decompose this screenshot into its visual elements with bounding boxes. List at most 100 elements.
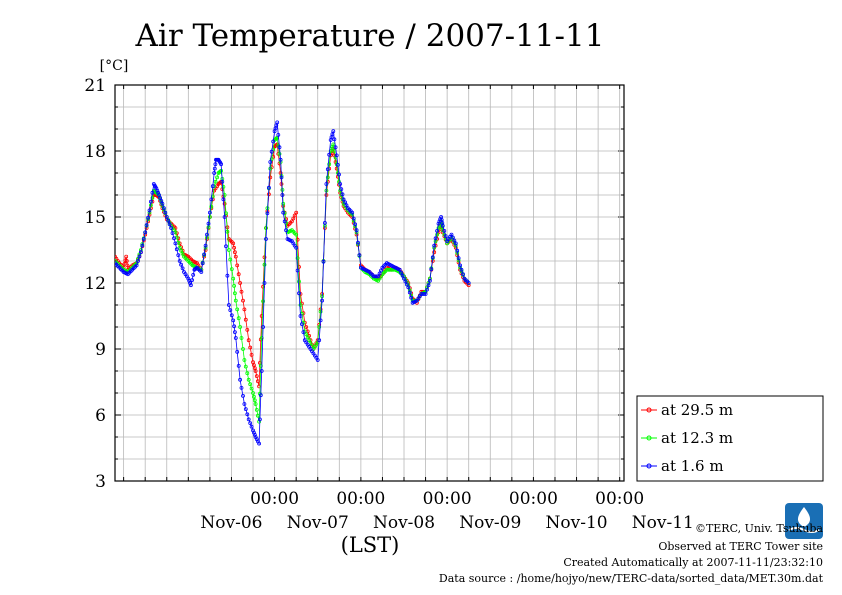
data-point [459,267,464,272]
data-point [338,182,343,186]
data-point [427,278,432,283]
data-point [148,199,153,204]
x-day-label: Nov-08 [373,513,435,533]
data-point [239,289,244,294]
data-point [423,292,428,296]
data-point [426,283,431,288]
series-1 [115,135,471,424]
series-line [115,143,469,387]
data-point [155,188,160,193]
x-time-label: 00:00 [336,489,385,509]
y-axis-unit-label: [°C] [100,58,129,74]
data-point [236,363,241,368]
data-point [298,314,303,318]
data-point [275,120,280,125]
data-point [291,216,296,221]
data-point [253,369,258,373]
data-point [245,412,250,417]
data-point [277,145,282,150]
legend-marker [646,435,652,441]
data-point [161,206,166,211]
data-point [172,236,176,241]
data-point [229,267,234,272]
data-point [122,261,127,266]
data-point [239,336,244,340]
data-point [264,237,268,241]
data-point [261,299,266,304]
data-point [262,262,267,267]
data-point [377,271,382,276]
data-point [213,162,218,167]
data-point [137,254,142,259]
data-point [455,248,460,253]
data-point [232,283,237,288]
data-point [170,231,175,236]
legend-label: at 1.6 m [661,457,724,475]
data-point [376,274,381,279]
data-point [226,303,231,307]
series-line [115,122,469,446]
data-point [443,234,448,239]
data-point [144,223,149,228]
data-point [332,137,337,142]
data-point [331,129,336,134]
data-point [228,308,233,313]
data-point [245,371,250,376]
data-point [150,195,155,200]
data-point [205,232,209,237]
data-point [158,195,163,200]
data-point [180,251,185,256]
data-point [334,153,339,158]
data-point [325,175,330,180]
data-point [235,263,240,268]
x-day-label: Nov-10 [546,513,608,533]
data-point [154,186,159,191]
data-point [177,245,182,250]
data-point [337,172,341,177]
legend-label: at 29.5 m [661,401,733,419]
data-point [167,222,172,227]
data-point [436,221,441,226]
data-point [279,175,284,180]
data-point [249,386,254,391]
data-point [218,180,223,185]
data-point [215,175,220,180]
data-point [294,245,299,250]
y-tick-label: 18 [84,142,106,162]
y-tick-label: 3 [95,472,106,492]
footer-created: Created Automatically at 2007-11-11/23:3… [563,556,823,569]
data-point [179,248,184,253]
data-point [292,213,297,218]
data-point [466,283,471,288]
data-point [191,272,196,277]
data-point [284,228,289,233]
data-point [335,162,340,167]
data-point [231,241,236,246]
data-point [173,241,178,246]
data-point [258,393,263,398]
data-point [304,325,309,329]
data-point [321,259,326,264]
data-point [236,316,241,321]
data-point [156,190,161,195]
data-point [251,391,255,395]
data-point [174,247,179,252]
data-point [251,428,255,433]
data-point [266,185,271,190]
data-point [295,237,300,242]
data-point [298,303,303,307]
y-tick-label: 21 [84,76,106,96]
legend: at 29.5 m at 12.3 m at 1.6 m [636,395,824,482]
data-point [259,336,264,340]
data-point [140,243,145,248]
plot-area: 3 6 9 12 15 18 21 00:00 00:00 00:00 00:00 00:00 Nov-… [84,76,694,533]
data-point [134,263,139,268]
data-point [324,182,329,186]
y-tick-label: 12 [84,274,106,294]
data-point [399,270,404,275]
data-point [219,162,224,167]
data-point [147,208,152,213]
data-point [429,267,434,272]
x-axis-label: (LST) [341,533,400,557]
